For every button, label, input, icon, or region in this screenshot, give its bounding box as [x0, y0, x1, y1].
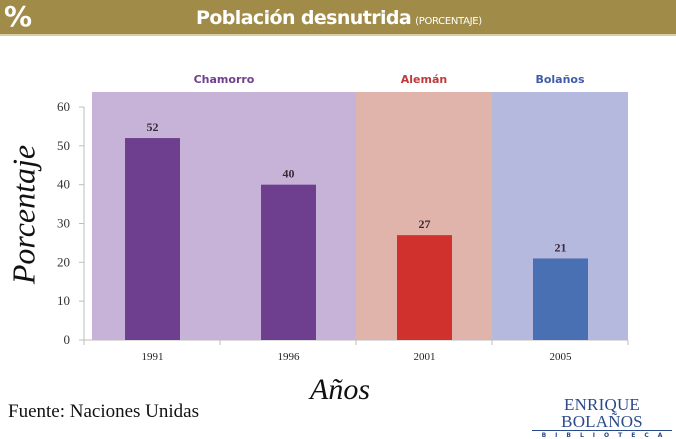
title-subtitle: (PORCENTAJE) [415, 16, 482, 27]
bar-1991 [125, 138, 180, 340]
y-tick-label: 20 [57, 254, 70, 269]
page-title: Población desnutrida (PORCENTAJE) [196, 0, 482, 34]
biblioteca-logo: ENRIQUE BOLAÑOS BIBLIOTECA [532, 396, 672, 439]
y-tick-label: 0 [64, 332, 71, 347]
y-tick-label: 30 [57, 216, 70, 231]
y-tick-label: 50 [57, 138, 70, 153]
x-tick-label: 1996 [278, 351, 301, 363]
header-bar: % Población desnutrida (PORCENTAJE) [0, 0, 676, 36]
x-tick-label: 2005 [550, 351, 573, 363]
y-axis-label: Porcentaje [5, 144, 42, 285]
y-tick-label: 60 [57, 99, 70, 114]
bar-2001 [397, 235, 452, 340]
bar-chart: Chamorro Alemán Bolaños 0 10 20 30 40 50 60 52 1991… [57, 73, 629, 363]
bar-2005 [533, 258, 588, 340]
x-tick-label: 1991 [142, 351, 164, 363]
x-tick-label: 2001 [414, 351, 436, 363]
source-note: Fuente: Naciones Unidas [8, 401, 200, 422]
band-label: Chamorro [194, 73, 255, 86]
bar-1996 [261, 184, 316, 340]
data-label: 27 [419, 217, 431, 231]
title-main: Población desnutrida [196, 7, 412, 29]
y-tick-label: 10 [57, 293, 70, 308]
percent-icon: % [4, 0, 33, 33]
data-label: 21 [555, 240, 567, 254]
data-label: 52 [147, 120, 159, 134]
logo-subtitle: BIBLIOTECA [541, 432, 672, 439]
band-label: Alemán [401, 73, 447, 86]
band-label: Bolaños [535, 73, 585, 86]
data-label: 40 [283, 167, 295, 181]
x-axis-label: Años [310, 373, 370, 406]
y-tick-label: 40 [57, 177, 70, 192]
